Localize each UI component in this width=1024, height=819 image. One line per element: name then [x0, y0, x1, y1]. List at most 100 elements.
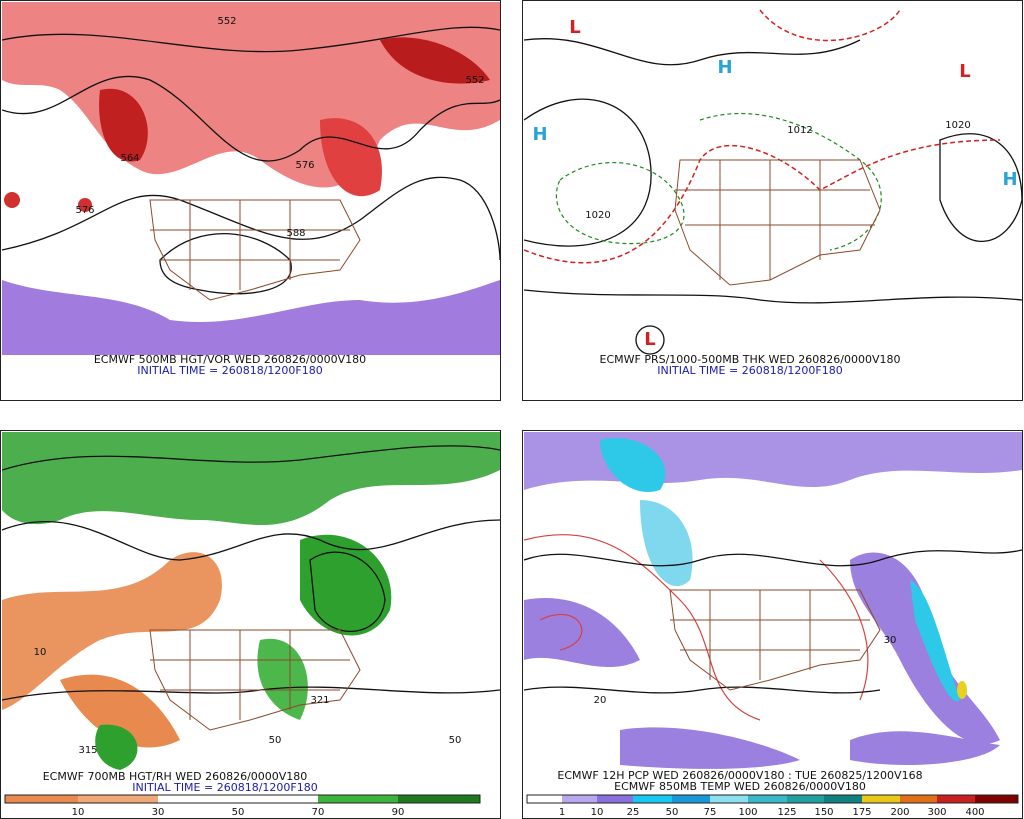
- colorbar-segment: [748, 795, 787, 803]
- high-marker: H: [1002, 169, 1017, 190]
- colorbar-segment: [937, 795, 975, 803]
- panel-precip: 20 30 ECMWF 12H PCP WED 260826/0000V180 …: [522, 430, 1023, 819]
- initial-time: INITIAL TIME = 260818/1200F180: [137, 364, 322, 377]
- map-shape: [640, 500, 693, 587]
- contour-label: 576: [75, 205, 94, 216]
- panel-pressure: H H H L L L 1020 1012 1020 ECMWF PRS/100…: [522, 0, 1023, 401]
- caption: ECMWF 12H PCP WED 260826/0000V180 : TUE …: [557, 769, 922, 782]
- colorbar-label: 400: [965, 807, 984, 818]
- caption: ECMWF 700MB HGT/RH WED 260826/0000V180: [43, 770, 308, 783]
- colorbar-label: 50: [666, 807, 679, 818]
- colorbar-label: 1: [559, 807, 565, 818]
- contour-label: 321: [310, 695, 329, 706]
- map-shape: [524, 432, 1022, 490]
- initial-time: INITIAL TIME = 260818/1200F180: [657, 364, 842, 377]
- map-shape: [380, 37, 490, 84]
- contour-label: 20: [594, 695, 607, 706]
- low-marker: L: [959, 61, 970, 82]
- map-shape: [149, 629, 361, 731]
- colorbar-segment: [975, 795, 1018, 803]
- contour-label: 10: [34, 647, 47, 658]
- map-shape: [524, 686, 881, 694]
- map-shape: [2, 432, 500, 525]
- colorbar-segment: [158, 795, 318, 803]
- contour-label: 552: [465, 75, 484, 86]
- colorbar-label: 100: [738, 807, 757, 818]
- map-shape: [939, 133, 1022, 242]
- contour-label: 1012: [787, 125, 812, 136]
- map-shape: [60, 674, 180, 748]
- colorbar-label: 150: [814, 807, 833, 818]
- colorbar-segment: [527, 795, 562, 803]
- caption: ECMWF 850MB TEMP WED 260826/0000V180: [614, 780, 866, 793]
- panel-700mb: 10 50 50 315 321 ECMWF 700MB HGT/RH WED …: [0, 430, 501, 819]
- map-shape: [524, 549, 1022, 567]
- panel-500mb: 552 552 564 576 576 588 ECMWF 500MB HGT/…: [0, 0, 501, 401]
- map-shape: [669, 589, 881, 691]
- map-shape: [2, 445, 500, 471]
- contour-label: 576: [295, 160, 314, 171]
- map-shape: [78, 198, 92, 212]
- contour-label: 552: [217, 16, 236, 27]
- colorbar-segment: [862, 795, 900, 803]
- colorbar-label: 70: [312, 807, 325, 818]
- map-shape: [2, 519, 500, 561]
- map-shape: [2, 280, 500, 355]
- colorbar-segment: [787, 795, 824, 803]
- map-shape: [910, 580, 960, 702]
- map-shape: [524, 38, 861, 66]
- colorbar-label: 10: [591, 807, 604, 818]
- map-shape: [2, 75, 500, 162]
- map-shape: [309, 551, 386, 632]
- panel-frame: [0, 0, 501, 401]
- panel-frame: [522, 0, 1023, 401]
- colorbar-segment: [900, 795, 937, 803]
- colorbar-label: 175: [852, 807, 871, 818]
- colorbar-label: 200: [890, 807, 909, 818]
- colorbar-label: 300: [927, 807, 946, 818]
- map-shape: [674, 159, 881, 286]
- map-shape: [850, 552, 1000, 744]
- colorbar: 1 10 25 50 75 100 125 150 175 200 300 40…: [526, 794, 1019, 818]
- map-shape: [957, 681, 967, 699]
- contour-label: 1020: [585, 210, 610, 221]
- contour-label: 315: [78, 745, 97, 756]
- colorbar-segment: [633, 795, 672, 803]
- colorbar-segment: [597, 795, 633, 803]
- initial-time: INITIAL TIME = 260818/1200F180: [132, 781, 317, 794]
- low-marker: L: [644, 329, 655, 350]
- caption: ECMWF PRS/1000-500MB THK WED 260826/0000…: [600, 353, 901, 366]
- map-shape: [2, 552, 222, 710]
- map-shape: [524, 139, 1001, 264]
- colorbar: 10 30 50 70 90: [4, 794, 481, 818]
- map-precip: [524, 432, 1022, 769]
- map-shape: [524, 98, 652, 247]
- contour-label: 30: [884, 635, 897, 646]
- colorbar-frame: [4, 794, 481, 804]
- colorbar-segment: [398, 795, 480, 803]
- colorbar-label: 10: [72, 807, 85, 818]
- high-marker: H: [717, 57, 732, 78]
- colorbar-segment: [5, 795, 78, 803]
- map-shape: [524, 534, 869, 721]
- map-pressure: [524, 9, 1022, 355]
- map-shape: [850, 731, 1000, 765]
- colorbar-label: 30: [152, 807, 165, 818]
- map-shape: [635, 325, 665, 355]
- colorbar-segment: [672, 795, 710, 803]
- map-shape: [257, 638, 308, 720]
- high-marker: H: [532, 124, 547, 145]
- colorbar-segment: [824, 795, 862, 803]
- colorbar-segment: [78, 795, 158, 803]
- map-shape: [99, 88, 148, 162]
- contour-label: 564: [120, 153, 139, 164]
- colorbar-label: 50: [232, 807, 245, 818]
- map-shape: [4, 192, 20, 208]
- map-shape: [759, 9, 901, 42]
- colorbar-frame: [526, 794, 1019, 804]
- colorbar-segment: [318, 795, 398, 803]
- caption: ECMWF 500MB HGT/VOR WED 260826/0000V180: [94, 353, 366, 366]
- contour-label: 50: [449, 735, 462, 746]
- contour-label: 50: [269, 735, 282, 746]
